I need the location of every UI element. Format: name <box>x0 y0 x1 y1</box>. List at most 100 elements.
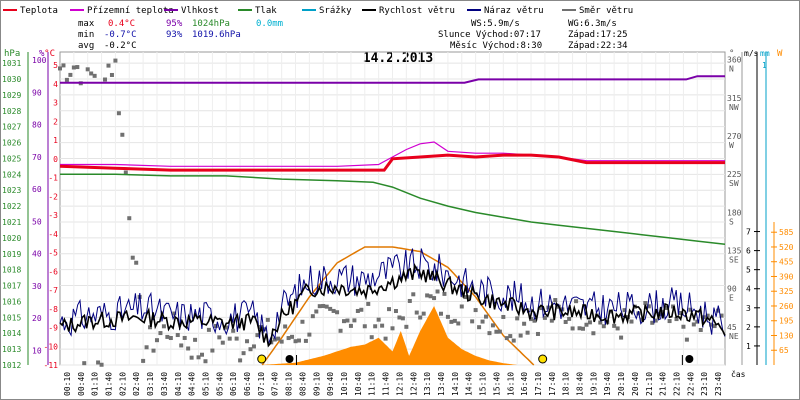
tick-label-hpa: 1016 <box>2 297 21 306</box>
series-wind-direction-point <box>321 303 326 308</box>
tick-label-hpa: 1022 <box>2 202 21 211</box>
stat-avg-label: avg <box>78 41 94 51</box>
series-wind-direction-point <box>265 317 270 322</box>
tick-label-mm: 1 <box>762 61 767 70</box>
series-wind-direction-point <box>667 319 672 324</box>
series-wind-direction-point <box>58 66 62 71</box>
series-wind-direction-point <box>193 337 198 342</box>
tick-label-time: 09:10 <box>312 372 321 396</box>
tick-label-dir-name: SW <box>729 179 739 188</box>
tick-label-time: 02:10 <box>118 372 127 396</box>
series-wind-direction-point <box>452 318 457 323</box>
series-wind-direction-point <box>400 316 405 321</box>
tick-label-time: 18:40 <box>576 372 585 396</box>
series-wind-direction-point <box>432 296 437 301</box>
tick-label-time: 13:10 <box>423 372 432 396</box>
series-wind-direction-point <box>300 319 305 324</box>
series-wind-direction-point <box>674 317 679 322</box>
series-wind-direction-point <box>68 72 73 77</box>
tick-label-temp: -2 <box>48 192 58 201</box>
series-wind-direction-point <box>494 329 499 334</box>
tick-label-hpa: 1020 <box>2 234 21 243</box>
series-wind-direction-point <box>584 322 589 327</box>
series-wind-direction-point <box>348 323 353 328</box>
tick-label-temp: 0 <box>53 155 58 164</box>
series-wind-direction-point <box>684 337 689 342</box>
tick-label-w: 455 <box>779 258 794 267</box>
series-wind-direction-point <box>345 318 350 323</box>
stat-moon: Měsíc Východ:8:30 <box>450 41 542 51</box>
series-wind-direction-point <box>480 319 485 324</box>
series-wind-direction-point <box>200 352 205 357</box>
series-wind-direction-point <box>504 336 509 341</box>
series-wind-direction-point <box>404 324 409 329</box>
tick-label-w: 585 <box>779 228 794 237</box>
series-wind-direction-point <box>643 301 648 306</box>
series-wind-direction-point <box>646 304 651 309</box>
series-wind-direction-point <box>587 320 592 325</box>
tick-label-pct: 80 <box>32 121 42 130</box>
tick-label-dir: 135 <box>727 246 742 255</box>
tick-label-time: 01:40 <box>104 372 113 396</box>
tick-label-time: 20:10 <box>617 372 626 396</box>
series-wind-direction-point <box>373 324 378 329</box>
series-wind-direction-point <box>141 358 146 363</box>
stat-sun-set: Západ:17:25 <box>568 30 628 40</box>
tick-label-time: 20:40 <box>631 372 640 396</box>
tick-label-hpa: 1031 <box>2 59 21 68</box>
tick-label-w: 390 <box>779 272 794 281</box>
tick-label-pct: 60 <box>32 185 42 194</box>
series-wind-direction-point <box>245 339 250 344</box>
series-wind-direction-point <box>691 322 696 327</box>
series-wind-direction-point <box>283 324 288 329</box>
series-wind-direction-point <box>702 315 707 320</box>
stat-sun: Slunce Východ:07:17 <box>438 30 541 40</box>
series-temperature <box>59 153 725 172</box>
tick-label-time: 23:10 <box>700 372 709 396</box>
series-wind-direction-point <box>64 77 69 82</box>
series-wind-direction-point <box>213 323 218 328</box>
series-wind-direction-point <box>307 332 312 337</box>
tick-label-temp: -3 <box>48 211 58 220</box>
series-wind-direction-point <box>224 325 229 330</box>
series-wind-direction-point <box>421 311 426 316</box>
series-wind-direction-point <box>317 304 322 309</box>
tick-label-time: 15:40 <box>492 372 501 396</box>
series-wind-direction-point <box>234 336 239 341</box>
series-wind-direction-point <box>615 326 620 331</box>
stat-max-hum: 95% <box>166 19 183 29</box>
series-wind-direction-point <box>293 339 298 344</box>
tick-label-time: 21:10 <box>645 372 654 396</box>
tick-label-time: 03:40 <box>160 372 169 396</box>
series-wind-direction-point <box>324 304 329 309</box>
series-wind-direction-point <box>532 318 537 323</box>
stats-block: max 0.4°C 95% 1024hPa 0.0mm min -0.7°C 9… <box>78 19 628 51</box>
series-wind-direction-point <box>303 338 308 343</box>
series-wind-direction-point <box>148 325 153 330</box>
series-wind-direction-point <box>75 65 80 70</box>
stat-wg: WG:6.3m/s <box>568 19 617 29</box>
tick-label-time: 17:40 <box>548 372 557 396</box>
series-wind-direction-point <box>539 306 544 311</box>
series-wind-direction-point <box>175 333 180 338</box>
tick-label-ms: 4 <box>746 285 751 294</box>
series-wind-direction-point <box>515 316 520 321</box>
series-wind-direction-point <box>387 307 392 312</box>
series-wind-direction-point <box>428 294 433 299</box>
series-wind-direction-point <box>116 111 121 116</box>
series-wind-direction-point <box>161 324 166 329</box>
series-wind-direction-point <box>165 334 170 339</box>
tick-label-time: 07:10 <box>257 372 266 396</box>
series-humidity <box>60 75 725 84</box>
series-wind-direction-point <box>127 216 132 221</box>
series-wind-direction-point <box>290 334 295 339</box>
series-wind-direction-point <box>342 319 347 324</box>
tick-label-pct: 40 <box>32 250 42 259</box>
axis-title-hpa: hPa <box>4 49 20 59</box>
series-wind-direction-point <box>660 309 665 314</box>
series-wind-direction-point <box>106 63 111 68</box>
tick-label-temp: -11 <box>44 361 59 370</box>
tick-label-time: 14:10 <box>451 372 460 396</box>
stat-min-hum: 93% <box>166 30 183 40</box>
series-wind-direction-point <box>286 336 291 341</box>
